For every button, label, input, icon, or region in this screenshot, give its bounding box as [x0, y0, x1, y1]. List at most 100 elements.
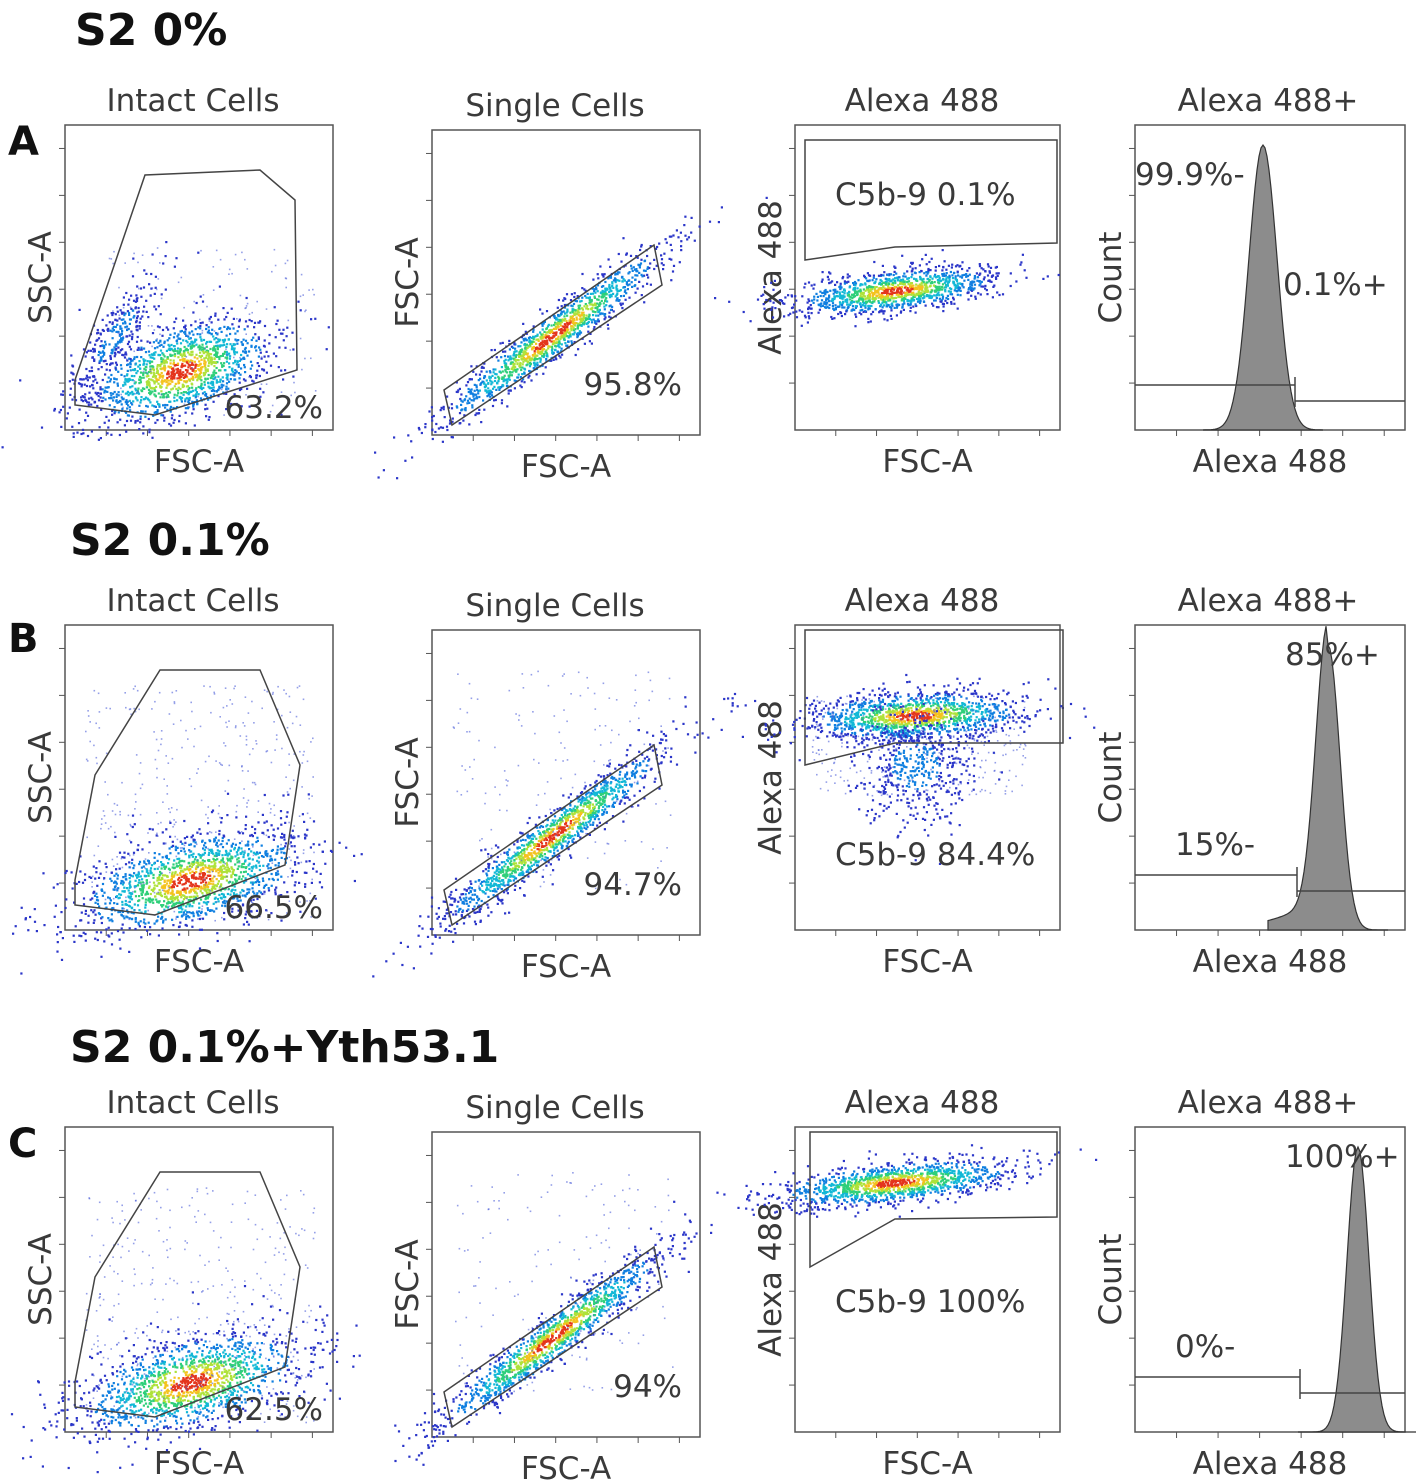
- plot-frame: [431, 629, 701, 936]
- plot-frame: [431, 1131, 701, 1438]
- y-axis-label: Alexa 488: [753, 700, 789, 855]
- plot-single-cells: Single Cells FSC-A FSC-A 95.8%: [374, 88, 768, 485]
- x-axis-label: Alexa 488: [1193, 1446, 1348, 1482]
- intact-cells-gate: [74, 1171, 301, 1418]
- data-points: [714, 249, 1060, 328]
- plot-title: Single Cells: [465, 88, 644, 124]
- x-axis-label: FSC-A: [521, 949, 611, 985]
- data-points: [1202, 143, 1324, 431]
- plot-title: Alexa 488+: [1178, 583, 1359, 619]
- y-axis-label: Alexa 488: [753, 200, 789, 355]
- y-axis-label: Count: [1093, 1233, 1129, 1325]
- data-points: [12, 685, 363, 975]
- negative-label: 0%-: [1175, 1329, 1235, 1365]
- x-axis-label: Alexa 488: [1193, 944, 1348, 980]
- intact-cells-gate: [74, 169, 298, 416]
- panel-letter: A: [8, 119, 39, 165]
- panel-letter: C: [8, 1121, 37, 1167]
- single-cells-gate: [443, 243, 663, 427]
- data-points: [673, 1144, 1098, 1218]
- y-axis-label: FSC-A: [390, 1239, 426, 1329]
- plot-intact-cells: Intact Cells FSC-A SSC-A 62.5%: [10, 1085, 361, 1482]
- plot-alexa-488-: Alexa 488+ Alexa 488 Count 99.9%- 0.1%+: [1093, 83, 1406, 480]
- y-axis-label: Alexa 488: [753, 1202, 789, 1357]
- x-axis-label: Alexa 488: [1193, 444, 1348, 480]
- positive-label: 100%+: [1285, 1139, 1400, 1175]
- condition-label: S2 0%: [75, 5, 227, 56]
- intact-cells-gate: [74, 669, 301, 916]
- panel-a: S2 0% A Intact Cells FSC-A SSC-A 63.2% Single …: [1, 5, 1406, 485]
- x-axis-label: FSC-A: [882, 944, 972, 980]
- single-cells-gate: [443, 743, 663, 927]
- gate-label: C5b-9 0.1%: [835, 177, 1016, 213]
- negative-label: 99.9%-: [1135, 157, 1245, 193]
- plot-title: Intact Cells: [106, 1085, 279, 1121]
- histogram-peak: [1298, 1145, 1416, 1433]
- single-cells-gate: [443, 1245, 663, 1429]
- data-points: [374, 196, 768, 480]
- x-axis-label: FSC-A: [154, 1446, 244, 1482]
- plot-frame: [794, 624, 1061, 931]
- c5b-9-gate: [804, 629, 1064, 766]
- plot-frame: [64, 1126, 334, 1433]
- gate-percentage: 94%: [613, 1369, 682, 1405]
- data-points: [10, 1187, 361, 1474]
- x-axis-label: FSC-A: [521, 449, 611, 485]
- y-axis-label: Count: [1093, 731, 1129, 823]
- plot-single-cells: Single Cells FSC-A FSC-A 94%: [390, 1090, 713, 1483]
- plot-intact-cells: Intact Cells FSC-A SSC-A 63.2%: [1, 83, 334, 480]
- data-points: [394, 1172, 713, 1466]
- plot-frame: [794, 1126, 1061, 1433]
- plot-alexa-488: Alexa 488 FSC-A Alexa 488 C5b-9 0.1%: [714, 83, 1061, 480]
- plot-alexa-488: Alexa 488 FSC-A Alexa 488 C5b-9 100%: [673, 1085, 1098, 1482]
- gate-label: C5b-9 100%: [835, 1284, 1025, 1320]
- gate-percentage: 66.5%: [225, 890, 323, 926]
- plot-frame: [64, 124, 334, 431]
- plot-title: Intact Cells: [106, 83, 279, 119]
- c5b-9-gate: [804, 139, 1058, 261]
- gate-percentage: 62.5%: [225, 1392, 323, 1428]
- plot-single-cells: Single Cells FSC-A FSC-A 94.7%: [372, 588, 737, 985]
- negative-label: 15%-: [1175, 827, 1255, 863]
- c5b-9-gate: [809, 1131, 1058, 1269]
- plot-title: Alexa 488+: [1178, 1085, 1359, 1121]
- gate-percentage: 94.7%: [584, 867, 682, 903]
- panel-c: S2 0.1%+Yth53.1 C Intact Cells FSC-A SSC-A 62…: [8, 1022, 1416, 1483]
- y-axis-label: FSC-A: [390, 737, 426, 827]
- plot-title: Alexa 488: [845, 583, 1000, 619]
- plot-title: Alexa 488: [845, 83, 1000, 119]
- condition-label: S2 0.1%+Yth53.1: [70, 1022, 499, 1073]
- x-axis-label: FSC-A: [154, 444, 244, 480]
- data-points: [1298, 1145, 1416, 1433]
- plot-frame: [794, 124, 1061, 431]
- plot-frame: [431, 129, 701, 436]
- x-axis-label: FSC-A: [521, 1451, 611, 1483]
- data-points: [1267, 626, 1388, 931]
- y-axis-label: SSC-A: [23, 731, 59, 824]
- positive-label: 85%+: [1285, 637, 1380, 673]
- plot-frame: [1134, 1126, 1406, 1433]
- positive-label: 0.1%+: [1283, 267, 1388, 303]
- histogram-peak: [1202, 143, 1324, 431]
- y-axis-label: FSC-A: [390, 237, 426, 327]
- plot-title: Intact Cells: [106, 583, 279, 619]
- gate-percentage: 95.8%: [584, 367, 682, 403]
- plot-title: Alexa 488+: [1178, 83, 1359, 119]
- plot-title: Single Cells: [465, 1090, 644, 1126]
- panel-letter: B: [8, 616, 39, 662]
- plot-intact-cells: Intact Cells FSC-A SSC-A 66.5%: [12, 583, 363, 980]
- data-points: [372, 670, 737, 978]
- histogram-peak: [1267, 626, 1388, 931]
- plot-title: Single Cells: [465, 588, 644, 624]
- x-axis-label: FSC-A: [154, 944, 244, 980]
- plot-title: Alexa 488: [845, 1085, 1000, 1121]
- data-points: [736, 673, 1096, 865]
- condition-label: S2 0.1%: [70, 515, 270, 566]
- y-axis-label: SSC-A: [23, 231, 59, 324]
- plot-alexa-488: Alexa 488 FSC-A Alexa 488 C5b-9 84.4%: [736, 583, 1096, 980]
- y-axis-label: Count: [1093, 231, 1129, 323]
- plot-alexa-488-: Alexa 488+ Alexa 488 Count 15%- 85%+: [1093, 583, 1406, 980]
- gate-percentage: 63.2%: [225, 390, 323, 426]
- plot-alexa-488-: Alexa 488+ Alexa 488 Count 0%- 100%+: [1093, 1085, 1416, 1482]
